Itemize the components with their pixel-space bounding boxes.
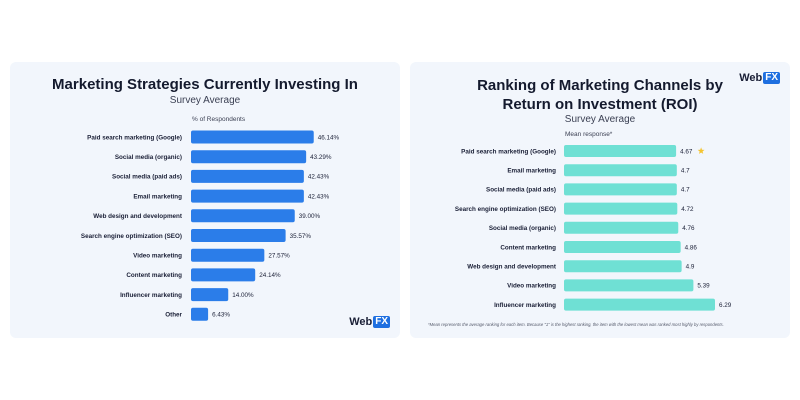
category-label: Influencer marketing xyxy=(120,292,182,299)
category-label: Social media (paid ads) xyxy=(486,187,556,194)
category-label: Social media (organic) xyxy=(489,225,556,232)
right-axis-label: Mean response* xyxy=(565,131,613,138)
category-label: Paid search marketing (Google) xyxy=(461,148,556,155)
bar xyxy=(564,279,694,292)
data-label: 27.57% xyxy=(268,253,290,260)
data-label: 4.7 xyxy=(681,168,690,175)
bar xyxy=(564,183,677,196)
bar xyxy=(191,209,295,223)
data-label: 42.43% xyxy=(308,174,330,181)
bar xyxy=(191,169,304,183)
data-label: 43.29% xyxy=(310,154,332,161)
data-label: 24.14% xyxy=(259,272,281,279)
category-label: Other xyxy=(165,312,182,319)
bar xyxy=(564,298,715,311)
category-label: Video marketing xyxy=(133,253,182,260)
data-label: 4.72 xyxy=(681,206,694,213)
data-label: 6.29 xyxy=(719,302,732,309)
category-label: Content marketing xyxy=(126,272,182,279)
category-label: Web design and development xyxy=(93,213,183,220)
right-bar-chart: Paid search marketing (Google) 4.67 Email … xyxy=(455,145,732,311)
category-label: Content marketing xyxy=(500,244,556,251)
roi-panel: Ranking of Marketing Channels by Return … xyxy=(410,62,790,338)
bar xyxy=(564,202,678,215)
left-bar-chart: Paid search marketing (Google) 46.14% Soci… xyxy=(81,130,340,321)
category-label: Video marketing xyxy=(507,283,556,290)
data-label: 4.67 xyxy=(680,148,693,155)
category-label: Search engine optimization (SEO) xyxy=(455,206,556,213)
data-label: 35.57% xyxy=(290,233,312,240)
data-label: 4.86 xyxy=(685,244,698,251)
category-label: Social media (paid ads) xyxy=(112,174,182,181)
data-label: 5.39 xyxy=(697,283,710,290)
right-title-line2: Return on Investment (ROI) xyxy=(502,96,698,113)
left-chart-title: Marketing Strategies Currently Investing… xyxy=(52,76,358,93)
bar xyxy=(191,189,304,203)
category-label: Search engine optimization (SEO) xyxy=(81,233,182,240)
bar xyxy=(191,288,229,302)
star-icon xyxy=(697,147,705,154)
logo-web-text: Web xyxy=(739,72,763,84)
logo-fx-text: FX xyxy=(763,72,780,84)
bar xyxy=(564,164,677,177)
data-label: 14.00% xyxy=(232,292,254,299)
bar xyxy=(191,130,314,144)
bar xyxy=(564,221,679,234)
data-label: 4.9 xyxy=(686,264,695,271)
left-axis-label: % of Respondents xyxy=(192,116,246,123)
logo-fx-text: FX xyxy=(373,316,390,328)
category-label: Email marketing xyxy=(133,193,182,200)
category-label: Influencer marketing xyxy=(494,302,556,309)
webfx-logo: Web FX xyxy=(739,72,780,84)
webfx-logo: Web FX xyxy=(349,316,390,328)
strategies-panel: Marketing Strategies Currently Investing… xyxy=(10,62,400,338)
data-label: 42.43% xyxy=(308,193,330,200)
footnote: *Mean represents the average ranking for… xyxy=(428,322,724,327)
right-chart-title: Ranking of Marketing Channels by Return … xyxy=(410,76,790,114)
bar xyxy=(191,268,256,282)
category-label: Email marketing xyxy=(507,168,556,175)
data-label: 39.00% xyxy=(299,213,321,220)
category-label: Paid search marketing (Google) xyxy=(87,134,182,141)
bar xyxy=(191,229,286,242)
bar xyxy=(564,241,681,253)
left-chart-subtitle: Survey Average xyxy=(169,95,241,106)
right-title-line1: Ranking of Marketing Channels by xyxy=(477,77,723,94)
bar xyxy=(191,150,307,164)
data-label: 4.7 xyxy=(681,187,690,194)
right-chart-subtitle: Survey Average xyxy=(564,114,636,125)
logo-web-text: Web xyxy=(349,316,373,328)
category-label: Social media (organic) xyxy=(115,154,182,161)
bar xyxy=(191,248,265,262)
bar xyxy=(564,260,682,273)
data-label: 4.76 xyxy=(682,225,695,232)
data-label: 6.43% xyxy=(212,312,230,319)
category-label: Web design and development xyxy=(467,264,557,271)
bar xyxy=(564,145,677,157)
data-label: 46.14% xyxy=(318,134,340,141)
bar xyxy=(191,307,209,321)
